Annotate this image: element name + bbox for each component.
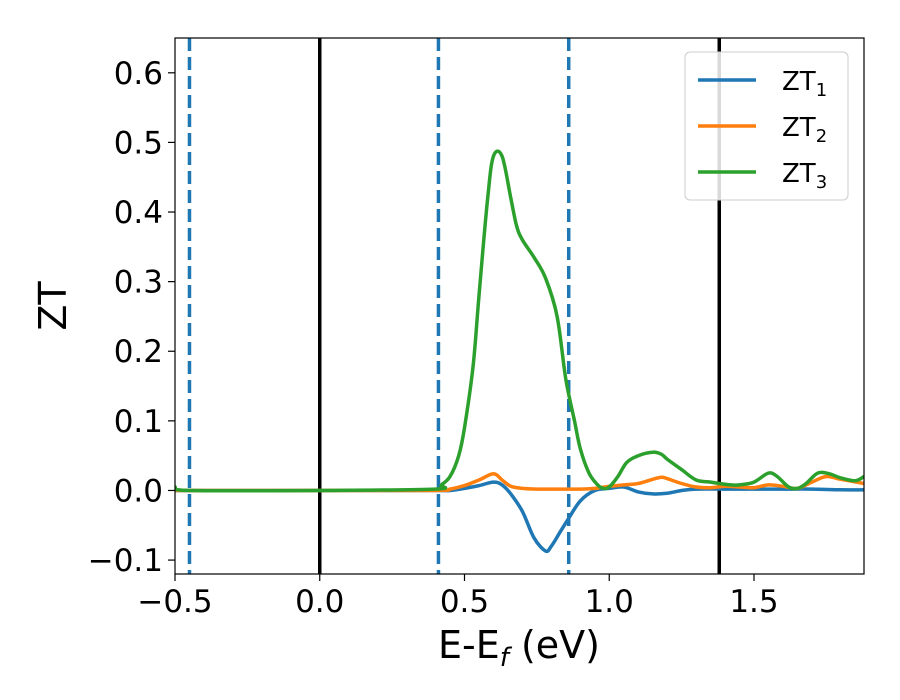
x-tick-label: 1.0: [585, 584, 634, 620]
legend-label-subscript: 3: [816, 172, 827, 193]
legend-label-subscript: 2: [816, 126, 827, 147]
plot-frame: [174, 37, 865, 575]
y-tick-label: 0.3: [114, 265, 163, 301]
x-axis-label-main: E-E: [438, 623, 500, 667]
legend-label-main: ZT: [782, 159, 816, 189]
series-line-zt1: [175, 480, 864, 554]
legend-label-subscript: 1: [816, 80, 827, 101]
y-tick-label: 0.4: [114, 195, 163, 231]
y-tick-label: 0.6: [114, 56, 163, 92]
x-tick-label: 1.5: [729, 584, 778, 620]
y-tick-label: 0.5: [114, 125, 163, 161]
legend-label-main: ZT: [782, 113, 816, 143]
x-axis-label-unit: (eV): [509, 623, 600, 667]
legend-box: [684, 51, 849, 201]
x-axis-label: E-Ef (eV): [438, 623, 600, 673]
legend-label-zt1: ZT1: [782, 67, 827, 101]
series-line-zt3: [175, 149, 864, 493]
y-axis-ticks: −0.1 0.0 0.1 0.2 0.3 0.4 0.5 0.6: [88, 56, 175, 579]
legend-label-zt3: ZT3: [782, 159, 827, 193]
y-tick-label: 0.2: [114, 334, 163, 370]
x-tick-label: 0.5: [440, 584, 489, 620]
y-tick-label: 0.0: [114, 473, 163, 509]
x-axis-ticks: −0.5 0.0 0.5 1.0 1.5: [137, 574, 779, 620]
y-tick-label: 0.1: [114, 404, 163, 440]
legend-label-zt2: ZT2: [782, 113, 827, 147]
y-axis-label: ZT: [31, 281, 75, 331]
y-tick-label: −0.1: [88, 543, 163, 579]
series-lines: [175, 149, 864, 554]
x-tick-label: 0.0: [295, 584, 344, 620]
legend-label-main: ZT: [782, 67, 816, 97]
series-line-zt2: [175, 472, 864, 493]
x-tick-label: −0.5: [137, 584, 212, 620]
